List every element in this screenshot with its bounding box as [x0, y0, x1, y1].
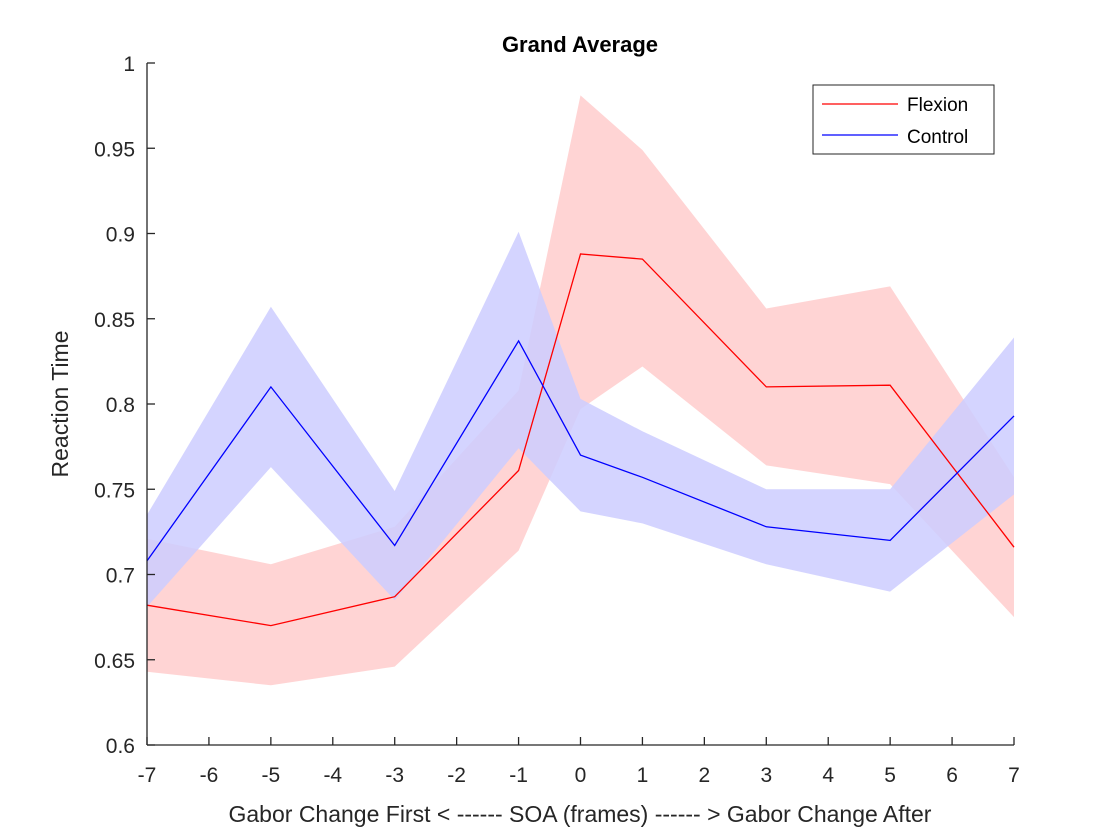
x-tick-label: -3 — [385, 764, 404, 787]
legend-label-control: Control — [907, 127, 968, 148]
y-tick-label: 0.85 — [94, 309, 135, 332]
x-tick-label: 2 — [699, 764, 711, 787]
x-tick-label: -2 — [447, 764, 466, 787]
legend-box — [812, 84, 995, 155]
series-lines — [146, 253, 1015, 627]
y-tick-label: 0.75 — [94, 479, 135, 502]
x-tick-label: -1 — [509, 764, 528, 787]
y-tick-label: 0.8 — [106, 394, 135, 417]
y-tick-label: 1 — [123, 53, 135, 76]
y-axis-label: Reaction Time — [47, 330, 73, 477]
x-tick-label: 5 — [884, 764, 896, 787]
x-tick-label: -6 — [200, 764, 219, 787]
x-tick-label: -5 — [262, 764, 281, 787]
y-tick-label: 0.9 — [106, 224, 135, 247]
x-tick-label: 0 — [575, 764, 587, 787]
y-tick-label: 0.7 — [106, 565, 135, 588]
confidence-bands — [147, 95, 1014, 686]
line-flexion — [146, 253, 1015, 627]
x-tick-label: -7 — [138, 764, 157, 787]
line-control — [146, 339, 1015, 562]
chart-title: Grand Average — [502, 32, 658, 57]
band-control — [147, 231, 1014, 607]
y-tick-label: 0.95 — [94, 138, 135, 161]
legend-label-flexion: Flexion — [907, 95, 968, 116]
y-tick-label: 0.65 — [94, 650, 135, 673]
x-tick-label: 1 — [637, 764, 649, 787]
y-ticks: 0.6 0.65 0.7 0.75 0.8 0.85 0.9 0.95 1 — [94, 53, 155, 758]
x-tick-label: 6 — [946, 764, 958, 787]
x-tick-label: -4 — [323, 764, 342, 787]
x-tick-label: 7 — [1008, 764, 1020, 787]
plot-area: -7 -6 -5 -4 -3 -2 -1 0 1 2 3 4 5 6 7 0.6 0.65 0.7 0.75 0.8… — [94, 53, 1020, 787]
legend: Flexion Control — [812, 84, 995, 155]
x-tick-label: 4 — [822, 764, 834, 787]
x-tick-label: 3 — [760, 764, 772, 787]
x-axis-label: Gabor Change First < ------ SOA (frames)… — [229, 801, 932, 827]
y-tick-label: 0.6 — [106, 735, 135, 758]
x-ticks: -7 -6 -5 -4 -3 -2 -1 0 1 2 3 4 5 6 7 — [138, 737, 1020, 787]
